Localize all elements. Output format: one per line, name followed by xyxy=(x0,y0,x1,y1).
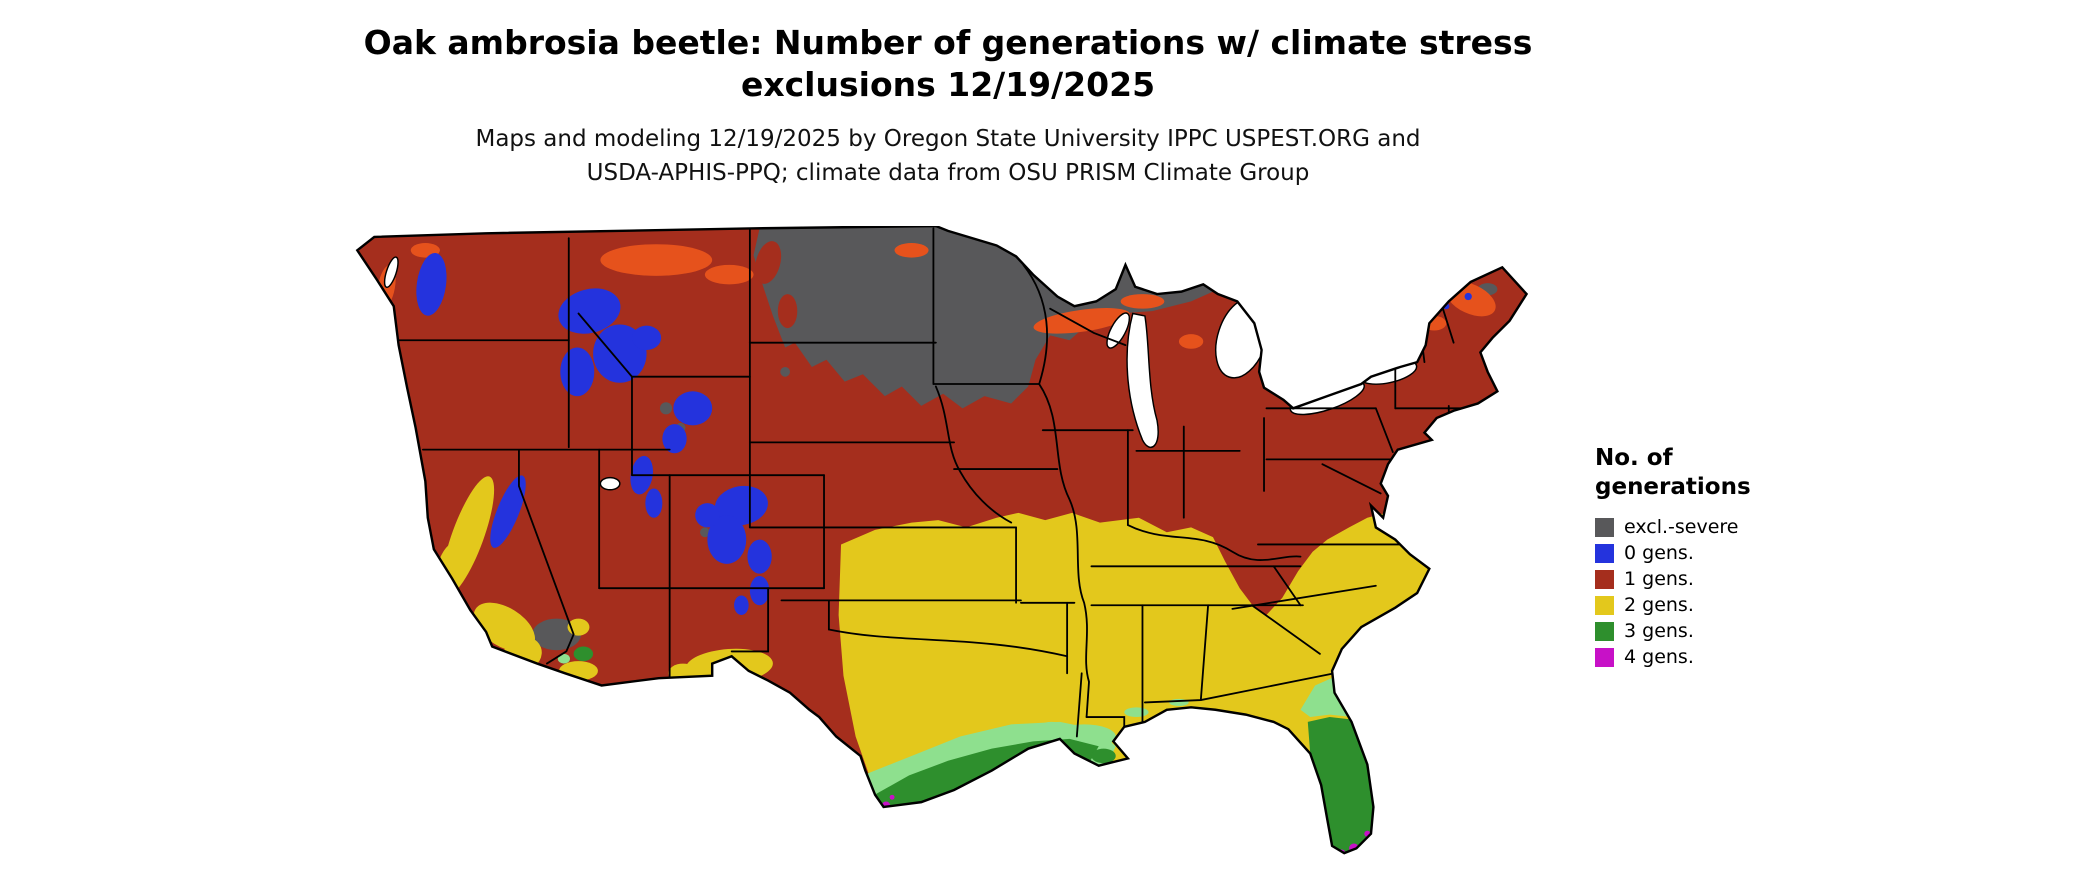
puget-sound xyxy=(383,256,399,289)
map-region-4gens xyxy=(881,794,1376,854)
legend-items: excl.-severe 0 gens. 1 gens. 2 gens. 3 gens.… xyxy=(1595,514,1855,670)
us-outline xyxy=(355,226,1529,855)
state-borders xyxy=(392,227,1477,738)
legend-label-g2: 2 gens. xyxy=(1624,594,1694,616)
legend-label-g0: 0 gens. xyxy=(1624,542,1694,564)
legend-swatch-g2 xyxy=(1595,595,1614,615)
legend-label-g4: 4 gens. xyxy=(1624,646,1694,668)
map-legend: No. of generations excl.-severe 0 gens. 1 … xyxy=(1595,444,1855,670)
legend-title: No. of generations xyxy=(1595,444,1855,502)
lake-michigan xyxy=(1126,312,1159,448)
legend-item-g4: 4 gens. xyxy=(1595,644,1855,670)
page-subtitle: Maps and modeling 12/19/2025 by Oregon S… xyxy=(0,122,1896,190)
legend-title-line2: generations xyxy=(1595,474,1751,500)
legend-label-severe: excl.-severe xyxy=(1624,516,1739,538)
page-subtitle-line1: Maps and modeling 12/19/2025 by Oregon S… xyxy=(475,126,1421,152)
legend-item-severe: excl.-severe xyxy=(1595,514,1855,540)
great-salt-lake xyxy=(599,476,621,491)
legend-label-g3: 3 gens. xyxy=(1624,620,1694,642)
legend-swatch-g4 xyxy=(1595,647,1614,667)
legend-swatch-g1 xyxy=(1595,569,1614,589)
legend-swatch-g0 xyxy=(1595,543,1614,563)
legend-swatch-g3 xyxy=(1595,621,1614,641)
legend-label-g1: 1 gens. xyxy=(1624,568,1694,590)
map-fill-layers xyxy=(357,226,1527,854)
map-region-red-jags xyxy=(755,241,798,329)
legend-item-g3: 3 gens. xyxy=(1595,618,1855,644)
us-map-svg xyxy=(355,226,1529,855)
legend-item-g0: 0 gens. xyxy=(1595,540,1855,566)
lake-champlain xyxy=(1402,323,1411,360)
page-title-line2: exclusions 12/19/2025 xyxy=(740,65,1156,104)
legend-item-g2: 2 gens. xyxy=(1595,592,1855,618)
page-subtitle-line2: USDA-APHIS-PPQ; climate data from OSU PR… xyxy=(586,160,1310,186)
page-title-line1: Oak ambrosia beetle: Number of generatio… xyxy=(363,23,1533,62)
legend-item-g1: 1 gens. xyxy=(1595,566,1855,592)
page-title: Oak ambrosia beetle: Number of generatio… xyxy=(0,22,1896,106)
legend-swatch-severe xyxy=(1595,517,1614,537)
legend-title-line1: No. of xyxy=(1595,445,1673,471)
us-map xyxy=(340,226,1556,886)
